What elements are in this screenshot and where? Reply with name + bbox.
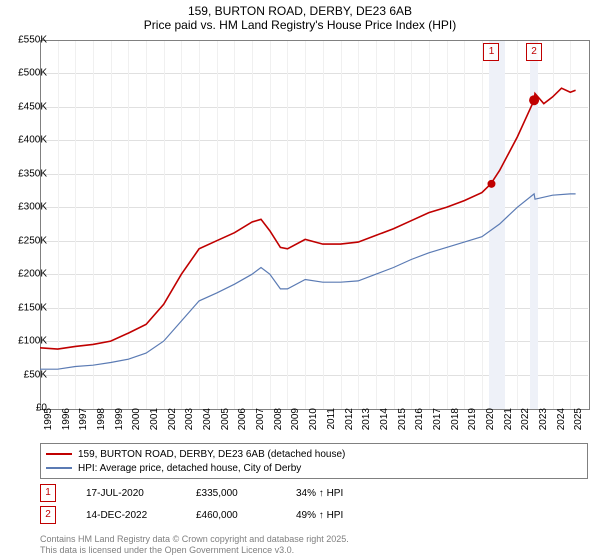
series-line xyxy=(40,88,576,349)
x-tick-label: 2012 xyxy=(344,408,355,438)
x-tick-label: 2016 xyxy=(414,408,425,438)
x-tick-label: 2013 xyxy=(361,408,372,438)
x-tick-label: 2003 xyxy=(184,408,195,438)
x-tick-label: 1995 xyxy=(43,408,54,438)
legend-swatch xyxy=(46,453,72,455)
x-tick-label: 2014 xyxy=(379,408,390,438)
footer-line2: This data is licensed under the Open Gov… xyxy=(40,545,349,556)
y-tick-label: £550K xyxy=(18,35,47,46)
chart-container: 159, BURTON ROAD, DERBY, DE23 6AB Price … xyxy=(0,0,600,560)
title-address: 159, BURTON ROAD, DERBY, DE23 6AB xyxy=(0,4,600,18)
legend-label: HPI: Average price, detached house, City… xyxy=(78,463,301,474)
sale-point xyxy=(487,180,495,188)
x-tick-label: 2009 xyxy=(290,408,301,438)
y-tick-label: £350K xyxy=(18,168,47,179)
legend-swatch xyxy=(46,467,72,469)
x-tick-label: 2004 xyxy=(202,408,213,438)
x-tick-label: 2007 xyxy=(255,408,266,438)
sale-point xyxy=(529,95,539,105)
y-tick-label: £50K xyxy=(24,369,47,380)
x-tick-label: 2010 xyxy=(308,408,319,438)
x-tick-label: 2020 xyxy=(485,408,496,438)
x-tick-label: 2001 xyxy=(149,408,160,438)
title-subtitle: Price paid vs. HM Land Registry's House … xyxy=(0,18,600,32)
x-tick-label: 2017 xyxy=(432,408,443,438)
x-tick-label: 2019 xyxy=(467,408,478,438)
legend-item: 159, BURTON ROAD, DERBY, DE23 6AB (detac… xyxy=(46,447,582,461)
footer: Contains HM Land Registry data © Crown c… xyxy=(40,534,349,556)
legend-item: HPI: Average price, detached house, City… xyxy=(46,461,582,475)
x-tick-label: 2011 xyxy=(326,408,337,438)
sale-date: 14-DEC-2022 xyxy=(86,510,196,521)
y-tick-label: £400K xyxy=(18,135,47,146)
legend: 159, BURTON ROAD, DERBY, DE23 6AB (detac… xyxy=(40,443,588,479)
sale-hpi-delta: 49% ↑ HPI xyxy=(296,510,343,521)
sale-row: 1 17-JUL-2020 £335,000 34% ↑ HPI xyxy=(40,484,343,502)
x-tick-label: 2008 xyxy=(273,408,284,438)
legend-label: 159, BURTON ROAD, DERBY, DE23 6AB (detac… xyxy=(78,449,345,460)
sale-date: 17-JUL-2020 xyxy=(86,488,196,499)
x-tick-label: 1999 xyxy=(114,408,125,438)
footer-line1: Contains HM Land Registry data © Crown c… xyxy=(40,534,349,545)
x-tick-label: 2006 xyxy=(237,408,248,438)
y-tick-label: £100K xyxy=(18,336,47,347)
x-tick-label: 2018 xyxy=(450,408,461,438)
x-tick-label: 2025 xyxy=(573,408,584,438)
x-tick-label: 1996 xyxy=(61,408,72,438)
x-tick-label: 1998 xyxy=(96,408,107,438)
title-block: 159, BURTON ROAD, DERBY, DE23 6AB Price … xyxy=(0,0,600,32)
x-tick-label: 2000 xyxy=(131,408,142,438)
x-tick-label: 2005 xyxy=(220,408,231,438)
sale-marker-box: 1 xyxy=(40,484,56,502)
sale-marker-box: 2 xyxy=(40,506,56,524)
x-tick-label: 2024 xyxy=(556,408,567,438)
y-tick-label: £500K xyxy=(18,68,47,79)
y-tick-label: £300K xyxy=(18,202,47,213)
y-tick-label: £250K xyxy=(18,235,47,246)
plot-svg xyxy=(40,40,588,408)
sale-marker-label: 1 xyxy=(483,43,499,61)
sale-row: 2 14-DEC-2022 £460,000 49% ↑ HPI xyxy=(40,506,343,524)
sale-price: £335,000 xyxy=(196,488,296,499)
x-tick-label: 2021 xyxy=(503,408,514,438)
series-line xyxy=(40,194,576,369)
sale-marker-label: 2 xyxy=(526,43,542,61)
x-tick-label: 2015 xyxy=(397,408,408,438)
sale-price: £460,000 xyxy=(196,510,296,521)
x-tick-label: 2022 xyxy=(520,408,531,438)
x-tick-label: 2023 xyxy=(538,408,549,438)
y-tick-label: £200K xyxy=(18,269,47,280)
x-tick-label: 2002 xyxy=(167,408,178,438)
y-tick-label: £450K xyxy=(18,101,47,112)
sale-hpi-delta: 34% ↑ HPI xyxy=(296,488,343,499)
y-tick-label: £150K xyxy=(18,302,47,313)
x-tick-label: 1997 xyxy=(78,408,89,438)
